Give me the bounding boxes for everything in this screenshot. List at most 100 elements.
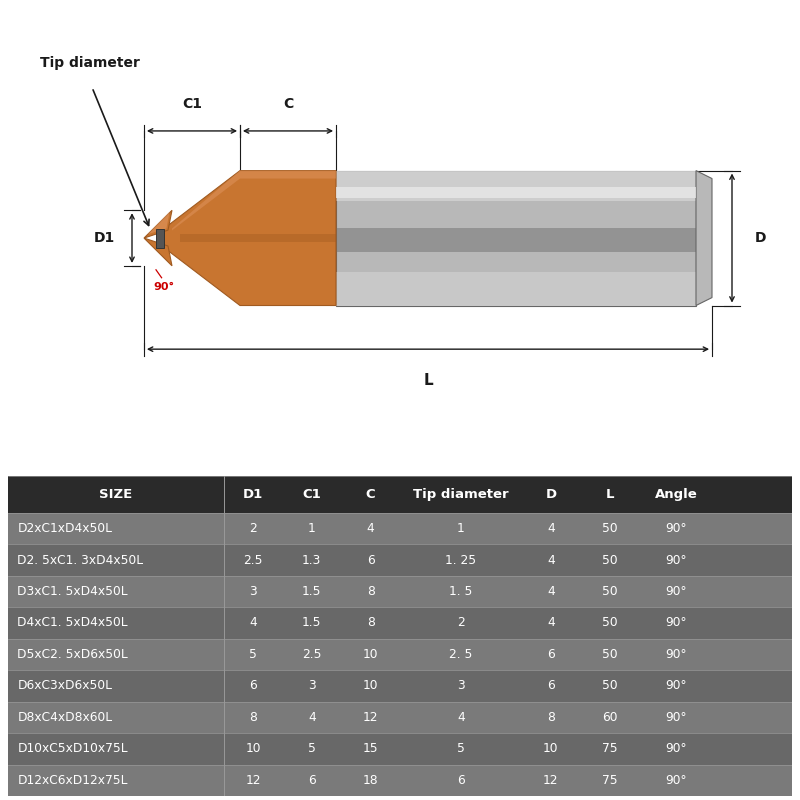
Text: C1: C1 <box>302 488 321 501</box>
Text: D: D <box>754 231 766 245</box>
Polygon shape <box>8 638 792 670</box>
Text: 8: 8 <box>366 585 374 598</box>
Text: 4: 4 <box>366 522 374 535</box>
Text: 1.5: 1.5 <box>302 585 322 598</box>
Polygon shape <box>144 210 172 238</box>
Polygon shape <box>8 476 792 796</box>
Text: 5: 5 <box>457 742 465 755</box>
Text: 12: 12 <box>363 711 378 724</box>
Text: 50: 50 <box>602 648 618 661</box>
Text: 10: 10 <box>246 742 261 755</box>
Text: 90°: 90° <box>666 742 687 755</box>
Text: D12xC6xD12x75L: D12xC6xD12x75L <box>18 774 128 786</box>
Text: 90°: 90° <box>666 648 687 661</box>
Text: 90°: 90° <box>154 282 174 292</box>
Text: 1. 25: 1. 25 <box>445 554 476 566</box>
Polygon shape <box>336 272 696 306</box>
Text: D5xC2. 5xD6x50L: D5xC2. 5xD6x50L <box>18 648 128 661</box>
Text: 90°: 90° <box>666 522 687 535</box>
Polygon shape <box>336 170 696 201</box>
Text: 6: 6 <box>308 774 316 786</box>
Text: 2.5: 2.5 <box>243 554 262 566</box>
Polygon shape <box>172 170 336 230</box>
Text: 15: 15 <box>362 742 378 755</box>
Text: 18: 18 <box>362 774 378 786</box>
Text: 90°: 90° <box>666 585 687 598</box>
Polygon shape <box>8 544 792 576</box>
Text: 8: 8 <box>366 617 374 630</box>
Text: 8: 8 <box>249 711 257 724</box>
Text: 50: 50 <box>602 617 618 630</box>
Text: 4: 4 <box>547 617 554 630</box>
Text: D4xC1. 5xD4x50L: D4xC1. 5xD4x50L <box>18 617 128 630</box>
Text: D3xC1. 5xD4x50L: D3xC1. 5xD4x50L <box>18 585 128 598</box>
Text: 60: 60 <box>602 711 618 724</box>
Text: 1: 1 <box>308 522 316 535</box>
Text: 90°: 90° <box>666 711 687 724</box>
Polygon shape <box>336 170 696 306</box>
Text: 3: 3 <box>308 679 316 692</box>
Text: C: C <box>366 488 375 501</box>
Text: D6xC3xD6x50L: D6xC3xD6x50L <box>18 679 113 692</box>
Text: 75: 75 <box>602 742 618 755</box>
Text: 1: 1 <box>457 522 465 535</box>
Polygon shape <box>8 607 792 638</box>
Text: 6: 6 <box>547 679 554 692</box>
Text: 50: 50 <box>602 585 618 598</box>
Text: 3: 3 <box>249 585 257 598</box>
Text: 50: 50 <box>602 554 618 566</box>
Text: D1: D1 <box>94 231 114 245</box>
Text: 4: 4 <box>547 522 554 535</box>
Text: D1: D1 <box>243 488 263 501</box>
Text: Angle: Angle <box>655 488 698 501</box>
Text: C1: C1 <box>182 97 202 111</box>
Text: 4: 4 <box>249 617 257 630</box>
Text: 2.5: 2.5 <box>302 648 322 661</box>
Polygon shape <box>8 476 792 513</box>
Text: 4: 4 <box>547 554 554 566</box>
Polygon shape <box>8 576 792 607</box>
Polygon shape <box>156 229 164 247</box>
Text: 2. 5: 2. 5 <box>449 648 473 661</box>
Polygon shape <box>8 765 792 796</box>
Text: 5: 5 <box>249 648 257 661</box>
Text: SIZE: SIZE <box>99 488 133 501</box>
Text: 6: 6 <box>457 774 465 786</box>
Polygon shape <box>8 670 792 702</box>
Text: 3: 3 <box>457 679 465 692</box>
Polygon shape <box>180 234 336 242</box>
Text: 12: 12 <box>246 774 261 786</box>
Text: L: L <box>423 373 433 388</box>
Text: 1.5: 1.5 <box>302 617 322 630</box>
Polygon shape <box>8 733 792 765</box>
Text: 12: 12 <box>543 774 558 786</box>
Text: 10: 10 <box>363 679 378 692</box>
Polygon shape <box>148 212 170 234</box>
Text: Tip diameter: Tip diameter <box>40 57 140 70</box>
Text: D2. 5xC1. 3xD4x50L: D2. 5xC1. 3xD4x50L <box>18 554 143 566</box>
Text: D: D <box>546 488 557 501</box>
Polygon shape <box>336 228 696 251</box>
Text: 1.3: 1.3 <box>302 554 322 566</box>
Text: 10: 10 <box>543 742 558 755</box>
Text: 50: 50 <box>602 679 618 692</box>
Text: 4: 4 <box>547 585 554 598</box>
Text: 1. 5: 1. 5 <box>449 585 473 598</box>
Text: 4: 4 <box>457 711 465 724</box>
Text: D8xC4xD8x60L: D8xC4xD8x60L <box>18 711 113 724</box>
Text: C: C <box>283 97 293 111</box>
Text: 6: 6 <box>366 554 374 566</box>
Text: 5: 5 <box>308 742 316 755</box>
Text: 90°: 90° <box>666 679 687 692</box>
Text: 75: 75 <box>602 774 618 786</box>
Polygon shape <box>696 170 712 306</box>
Text: 8: 8 <box>547 711 555 724</box>
Polygon shape <box>8 513 792 544</box>
Polygon shape <box>336 187 696 198</box>
Text: D2xC1xD4x50L: D2xC1xD4x50L <box>18 522 113 535</box>
Text: D10xC5xD10x75L: D10xC5xD10x75L <box>18 742 128 755</box>
Text: 4: 4 <box>308 711 316 724</box>
Text: 2: 2 <box>457 617 465 630</box>
Text: Tip diameter: Tip diameter <box>413 488 509 501</box>
Text: L: L <box>606 488 614 501</box>
